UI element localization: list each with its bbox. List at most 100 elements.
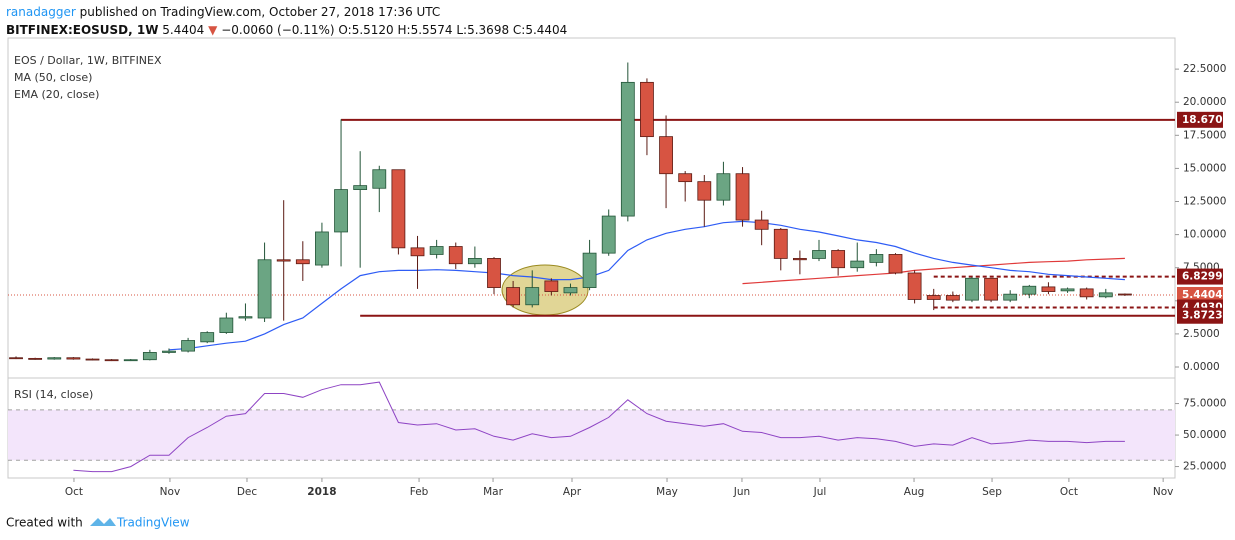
x-tick-label: May xyxy=(656,486,678,498)
candle-body xyxy=(1022,285,1037,295)
candle-body xyxy=(467,258,482,265)
candle-body xyxy=(315,231,329,266)
level-label-box xyxy=(1177,307,1223,324)
candle-body xyxy=(104,359,119,362)
candle-body xyxy=(276,259,291,262)
x-tick-label: Dec xyxy=(237,486,258,498)
x-tick-label: Jul xyxy=(813,486,827,498)
candle-body xyxy=(735,173,750,221)
x-tick-label: Nov xyxy=(1153,486,1174,498)
rsi-line xyxy=(73,381,1125,473)
candle-body xyxy=(353,185,368,190)
candle-body xyxy=(984,277,998,301)
candle-body xyxy=(257,259,272,319)
symbol-line: BITFINEX:EOSUSD, 1W 5.4404 ▼ −0.0060 (−0… xyxy=(6,23,567,37)
candle-body xyxy=(372,169,387,189)
x-tick-label: Apr xyxy=(563,486,582,498)
candle-body xyxy=(219,317,234,333)
chart-title: EOS / Dollar, 1W, BITFINEX xyxy=(14,54,162,67)
level-label-box xyxy=(1177,111,1223,128)
x-tick-label: Jun xyxy=(733,486,750,498)
candle-body xyxy=(200,332,215,343)
candle-body xyxy=(678,173,693,183)
x-tick-label: Oct xyxy=(65,486,83,498)
candle-body xyxy=(295,259,310,265)
x-tick-label: Nov xyxy=(160,486,181,498)
level-label-box xyxy=(1177,268,1223,285)
candle-body xyxy=(448,246,463,265)
candle-body xyxy=(162,350,176,353)
candle-body xyxy=(773,228,788,259)
candle-body xyxy=(85,358,100,361)
change: −0.0060 (−0.11%) xyxy=(221,23,334,37)
candle-body xyxy=(525,287,540,306)
candle-body xyxy=(792,258,807,261)
level-label: 6.8299 xyxy=(1182,271,1223,283)
candle-body xyxy=(965,277,979,301)
y-tick-label: 20.0000 xyxy=(1183,96,1226,108)
x-tick-label: Oct xyxy=(1060,486,1078,498)
y-tick-label: 2.5000 xyxy=(1183,328,1220,340)
candle-body xyxy=(238,316,253,319)
published: published on TradingView.com, October 27… xyxy=(80,5,441,19)
x-tick-label: Mar xyxy=(483,486,503,498)
ohlc: O:5.5120 H:5.5574 L:5.3698 C:5.4404 xyxy=(338,23,567,37)
candle-body xyxy=(1118,293,1132,296)
legend-ema: EMA (20, close) xyxy=(14,88,99,101)
down-arrow: ▼ xyxy=(208,23,218,37)
legend-rsi: RSI (14, close) xyxy=(14,388,93,401)
candle-body xyxy=(544,280,559,292)
candle-body xyxy=(888,254,903,274)
candle-body xyxy=(142,352,157,361)
candle-body xyxy=(334,189,348,233)
rsi-band xyxy=(8,409,1175,461)
y-tick-label: 12.5000 xyxy=(1183,196,1226,208)
candle-body xyxy=(601,215,616,254)
series-line xyxy=(742,257,1125,285)
candle-body xyxy=(28,357,43,360)
tv-logo xyxy=(90,518,116,526)
y-tick-label: 0.0000 xyxy=(1183,361,1220,373)
x-tick-label: Aug xyxy=(904,486,925,498)
candle-body xyxy=(850,260,865,269)
x-tick-label: Feb xyxy=(410,486,429,498)
candle-body xyxy=(620,81,635,217)
level-label: 5.4404 xyxy=(1182,289,1223,301)
y-tick-label: 17.5000 xyxy=(1183,129,1226,141)
candle-body xyxy=(812,250,826,259)
candle-body xyxy=(640,81,654,138)
candle-body xyxy=(9,357,23,360)
rsi-y-tick-label: 50.0000 xyxy=(1183,429,1226,441)
candle-body xyxy=(1079,288,1094,298)
candle-body xyxy=(391,169,406,249)
rsi-y-tick-label: 25.0000 xyxy=(1183,461,1226,473)
candle-body xyxy=(697,181,712,201)
legend-ma: MA (50, close) xyxy=(14,71,92,84)
candle-body xyxy=(907,272,922,300)
candle-body xyxy=(716,173,731,201)
candle-body xyxy=(563,287,578,294)
candle-body xyxy=(1098,292,1113,298)
y-tick-label: 22.5000 xyxy=(1183,63,1226,75)
level-label: 3.8723 xyxy=(1182,310,1223,322)
footer-created: Created with xyxy=(6,516,83,530)
candle-body xyxy=(410,247,425,257)
candle-body xyxy=(1003,293,1018,301)
y-tick-label: 10.0000 xyxy=(1183,229,1226,241)
candle-body xyxy=(869,254,884,263)
candle-body xyxy=(47,357,62,360)
candle-body xyxy=(945,295,960,301)
last-price: 5.4404 xyxy=(162,23,204,37)
candle-body xyxy=(831,250,846,269)
candle-body xyxy=(66,357,81,360)
y-tick-label: 15.0000 xyxy=(1183,162,1226,174)
candle-body xyxy=(582,252,597,288)
plot-frame xyxy=(7,37,1176,479)
footer-brand: TradingView xyxy=(116,516,190,530)
candle-body xyxy=(926,295,941,300)
candle-body xyxy=(754,219,769,230)
rsi-y-tick-label: 75.0000 xyxy=(1183,398,1226,410)
candle-body xyxy=(1041,286,1056,292)
candle-body xyxy=(506,287,521,306)
